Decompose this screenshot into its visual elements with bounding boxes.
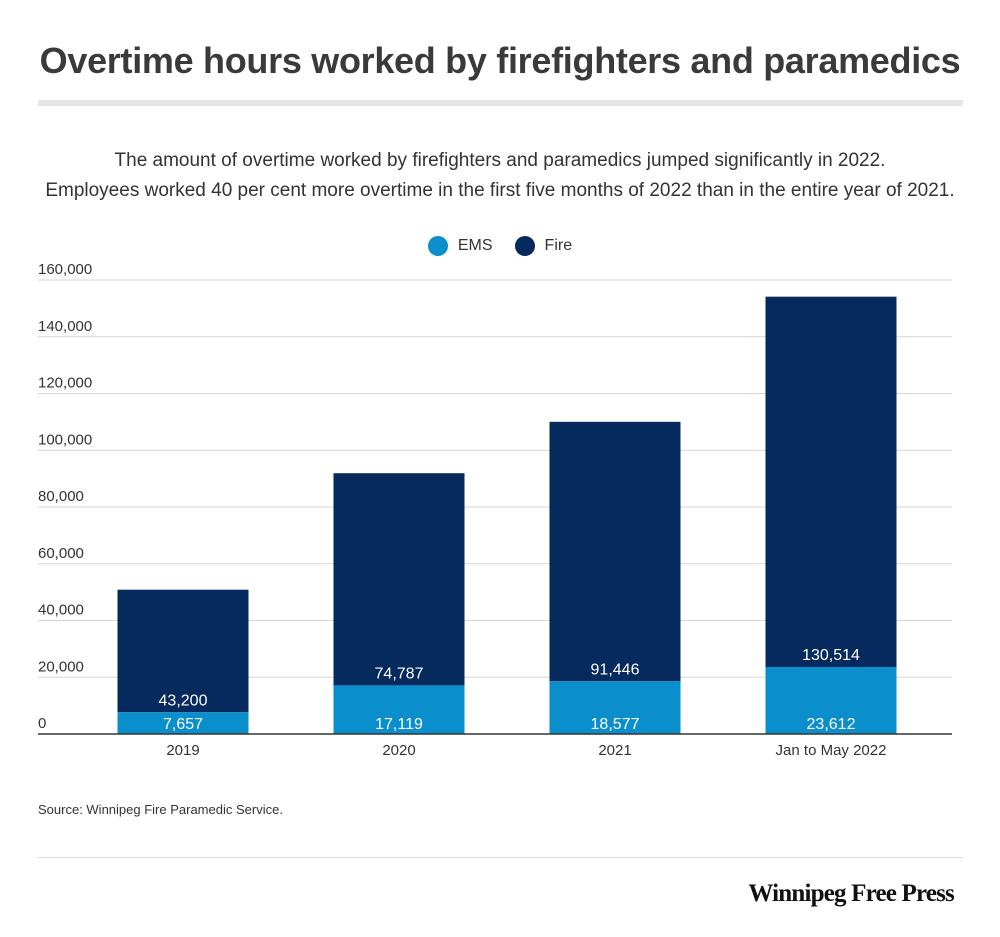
x-tick-label: 2019 <box>166 742 199 759</box>
legend-label-fire: Fire <box>544 237 573 254</box>
title-divider <box>38 100 963 106</box>
chart-title: Overtime hours worked by firefighters an… <box>39 40 961 81</box>
bar-fire <box>333 473 465 686</box>
legend-swatch-ems <box>427 236 448 256</box>
data-label-fire: 74,787 <box>375 665 424 682</box>
legend-label-ems: EMS <box>457 237 493 254</box>
y-tick-label: 80,000 <box>38 488 84 505</box>
x-tick-label: 2020 <box>382 742 415 759</box>
bar-ems <box>333 685 465 734</box>
subtitle-line-2: Employees worked 40 per cent more overti… <box>45 180 955 201</box>
stacked-bar-chart: 0 20,000 40,000 60,000 80,000 100,000 120,000 1… <box>38 261 952 759</box>
data-label-ems: 7,657 <box>163 716 203 733</box>
bar-fire <box>549 421 681 682</box>
x-tick-label: Jan to May 2022 <box>776 742 887 759</box>
bar-ems <box>765 667 897 734</box>
data-label-ems: 18,577 <box>591 716 640 733</box>
y-tick-label: 40,000 <box>38 602 84 619</box>
x-tick-label: 2021 <box>598 742 631 759</box>
data-label-ems: 23,612 <box>807 716 856 733</box>
data-label-fire: 130,514 <box>802 647 860 664</box>
y-tick-label: 100,000 <box>38 431 92 448</box>
data-label-ems: 17,119 <box>375 716 423 733</box>
y-tick-label: 160,000 <box>38 261 92 278</box>
bar-ems <box>549 681 681 734</box>
chart-subtitle: The amount of overtime worked by firefig… <box>0 146 1000 206</box>
legend-item-ems: EMS <box>427 236 493 256</box>
y-tick-label: 20,000 <box>38 658 84 675</box>
y-tick-label: 140,000 <box>38 318 92 335</box>
y-tick-label: 60,000 <box>38 545 84 562</box>
publisher-logo: Winnipeg Free Press <box>748 880 954 907</box>
data-label-fire: 43,200 <box>159 692 208 709</box>
chart-legend: EMS Fire <box>0 234 1000 258</box>
bar-fire <box>117 589 249 713</box>
y-tick-label: 120,000 <box>38 375 92 392</box>
footer-divider <box>38 857 963 858</box>
legend-swatch-fire <box>514 236 535 256</box>
legend-item-fire: Fire <box>514 236 573 256</box>
source-note: Source: Winnipeg Fire Paramedic Service. <box>38 802 283 817</box>
bar-ems <box>117 712 249 734</box>
data-label-fire: 91,446 <box>591 661 640 678</box>
y-tick-label: 0 <box>38 715 46 732</box>
subtitle-line-1: The amount of overtime worked by firefig… <box>114 150 886 171</box>
bar-fire <box>765 296 897 668</box>
